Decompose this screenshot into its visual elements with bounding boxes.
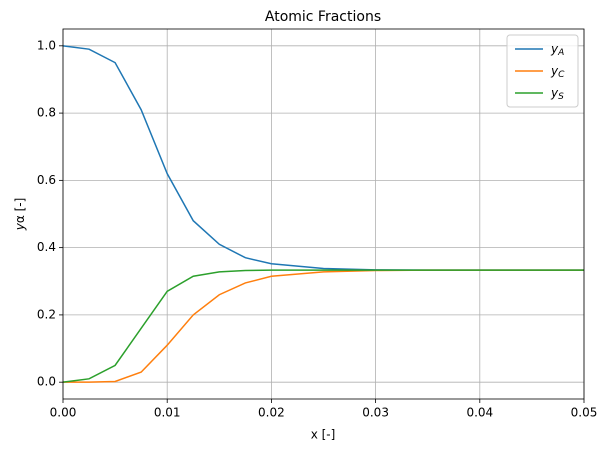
x-tick-label: 0.04 — [466, 406, 493, 420]
x-tick-label: 0.05 — [571, 406, 598, 420]
line-series — [63, 45, 584, 271]
legend-label: yS — [550, 86, 564, 102]
x-tick-label: 0.01 — [154, 406, 181, 420]
y-tick-label: 1.0 — [37, 38, 56, 52]
x-tick-label: 0.02 — [258, 406, 285, 420]
legend-label: yC — [550, 64, 565, 80]
line-series — [63, 269, 584, 383]
legend-label: yA — [550, 42, 564, 58]
y-tick-label: 0.0 — [37, 375, 56, 389]
y-tick-label: 0.6 — [37, 173, 56, 187]
line-series — [63, 269, 584, 383]
y-tick-label: 0.4 — [37, 240, 56, 254]
y-tick-label: 0.2 — [37, 307, 56, 321]
x-axis-label: x [-] — [311, 428, 336, 442]
plot-frame — [62, 28, 585, 400]
y-axis-label: yα [-] — [13, 198, 27, 232]
x-tick-label: 0.00 — [50, 406, 77, 420]
x-tick-label: 0.03 — [362, 406, 389, 420]
y-tick-label: 0.8 — [37, 106, 56, 120]
chart-title: Atomic Fractions — [265, 9, 381, 25]
legend: yA yC yS — [506, 34, 579, 108]
